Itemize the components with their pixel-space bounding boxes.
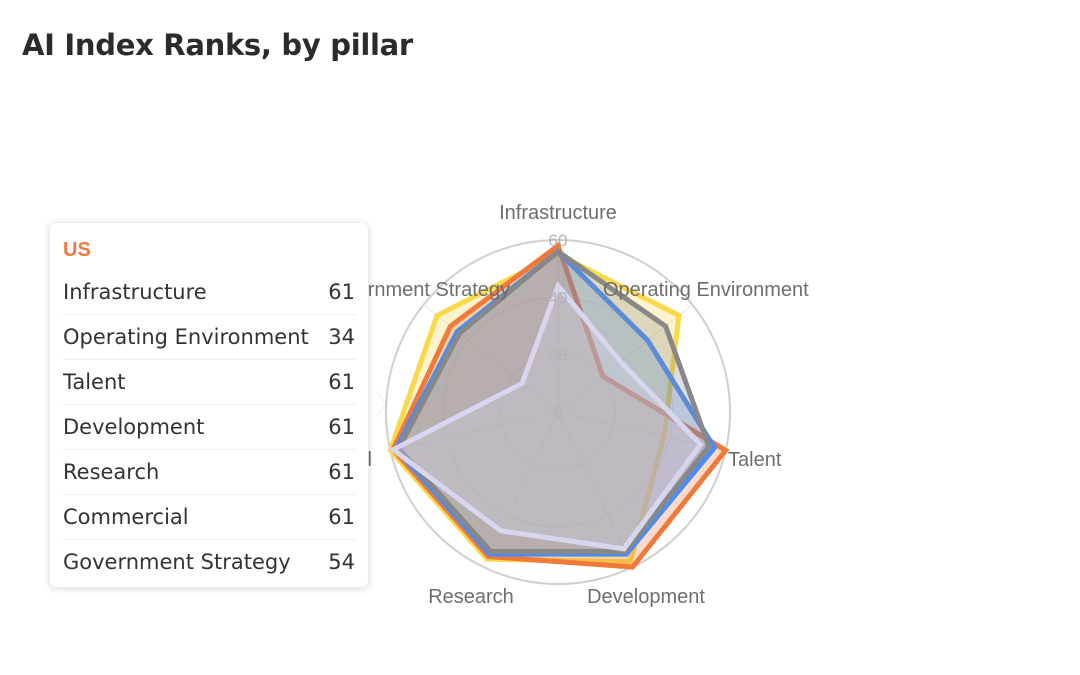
tooltip-row: Infrastructure 61 (63, 270, 355, 315)
tooltip-row-value: 34 (328, 325, 355, 349)
tooltip-row: Government Strategy 54 (63, 540, 355, 584)
tooltip-row: Development 61 (63, 405, 355, 450)
radar-series (387, 241, 730, 570)
tooltip-row-value: 61 (328, 415, 355, 439)
axis-label: Development (587, 586, 705, 608)
tooltip-row-label: Government Strategy (63, 550, 291, 574)
tooltip-row: Commercial 61 (63, 495, 355, 540)
axis-label: Talent (728, 449, 782, 471)
grid-spoke (423, 304, 559, 413)
series-gray-polygon[interactable] (395, 248, 712, 554)
tooltip: US Infrastructure 61 Operating Environme… (50, 223, 368, 587)
grid-spoke (482, 411, 559, 568)
tooltip-row-value: 54 (328, 550, 355, 574)
tooltip-row-value: 61 (328, 280, 355, 304)
tooltip-row-label: Infrastructure (63, 280, 207, 304)
axis-label: Operating Environment (603, 279, 809, 301)
axis-label: Research (428, 586, 514, 608)
radial-tick-label: 60 (549, 231, 568, 250)
tooltip-row-label: Commercial (63, 505, 189, 529)
grid-spoke (557, 411, 634, 568)
tooltip-row-value: 61 (328, 505, 355, 529)
tooltip-row-label: Operating Environment (63, 325, 309, 349)
tooltip-row: Research 61 (63, 450, 355, 495)
tooltip-row-label: Development (63, 415, 205, 439)
tooltip-row: Talent 61 (63, 360, 355, 405)
series-blue-polygon[interactable] (392, 248, 718, 557)
radial-tick-label: 40 (549, 288, 568, 307)
grid-spoke (390, 411, 559, 451)
radial-tick-label: 20 (549, 346, 568, 365)
radar-grid (385, 239, 731, 585)
series-orange-polygon[interactable] (390, 241, 730, 570)
tooltip-row-label: Talent (63, 370, 126, 394)
tooltip-row-value: 61 (328, 370, 355, 394)
tooltip-row-label: Research (63, 460, 160, 484)
series-us-polygon[interactable] (388, 280, 704, 552)
tooltip-country: US (63, 239, 91, 261)
chart-title: AI Index Ranks, by pillar (22, 28, 413, 62)
radial-tick-label: 0 (553, 403, 562, 422)
tooltip-row-value: 61 (328, 460, 355, 484)
axis-label: Infrastructure (499, 202, 617, 224)
grid-spoke (557, 304, 693, 413)
tooltip-row: Operating Environment 34 (63, 315, 355, 360)
